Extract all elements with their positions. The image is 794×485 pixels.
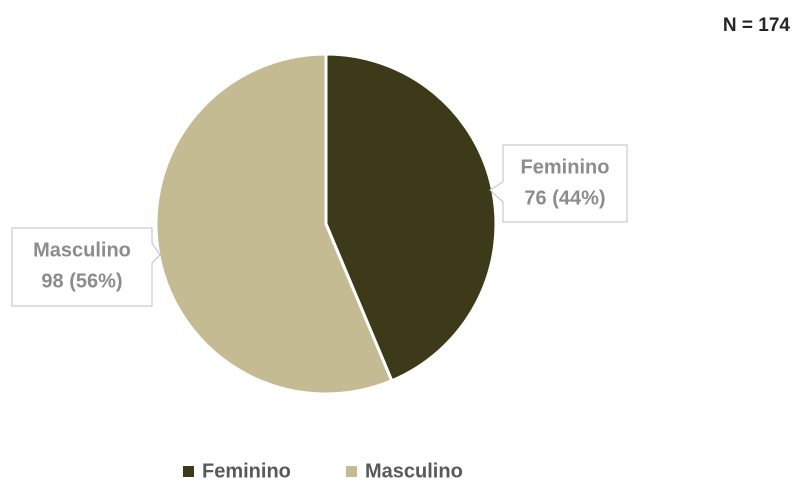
legend-label: Feminino [202,460,291,482]
legend-swatch [346,466,357,477]
label-callout [11,227,161,307]
data-label-name: Feminino [521,156,610,178]
data-label: 76 (44%) [524,187,605,209]
legend-swatch [183,466,194,477]
pie-slice [154,52,394,396]
legend-label: Masculino [365,460,463,482]
data-label-name: Masculino [33,239,131,261]
annotation: N = 174 [723,15,791,36]
label-callout [489,144,628,223]
data-label: 98 (56%) [41,270,122,292]
